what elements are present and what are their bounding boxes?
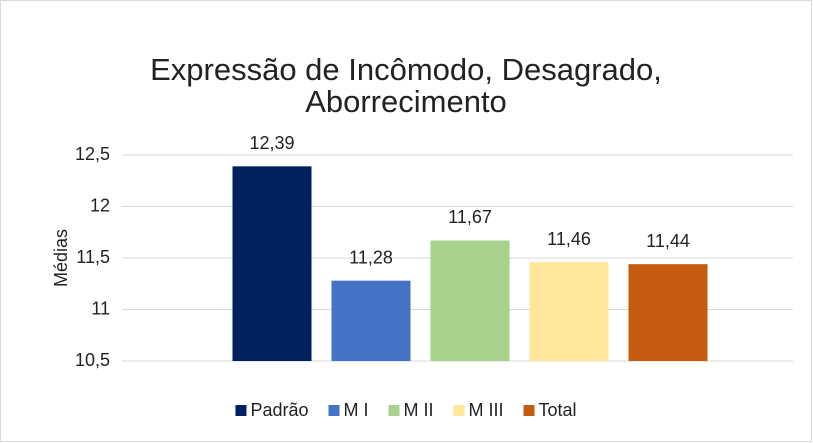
chart-title: Aborrecimento <box>305 84 507 119</box>
legend-label: Padrão <box>250 400 308 420</box>
legend-swatch <box>235 405 247 416</box>
data-label: 12,39 <box>249 133 294 153</box>
data-label: 11,28 <box>349 247 393 267</box>
legend-swatch <box>453 405 465 416</box>
y-tick-label: 10,5 <box>75 350 110 370</box>
bar <box>430 240 510 361</box>
legend-swatch <box>523 405 535 416</box>
data-label: 11,44 <box>646 231 690 251</box>
legend-label: M II <box>404 400 434 420</box>
legend-swatch <box>328 405 340 416</box>
bar <box>232 166 312 361</box>
bar <box>529 262 609 361</box>
legend-label: Total <box>539 400 577 420</box>
y-tick-label: 11 <box>91 298 110 318</box>
y-axis-label: Médias <box>51 229 71 287</box>
chart-title: Expressão de Incômodo, Desagrado, <box>150 52 662 87</box>
bar <box>331 280 411 361</box>
y-tick-label: 11,5 <box>76 247 110 267</box>
bar <box>628 264 708 361</box>
data-label: 11,46 <box>547 229 591 249</box>
legend-label: M III <box>469 400 504 420</box>
y-tick-label: 12,5 <box>75 144 110 164</box>
legend-label: M I <box>344 400 369 420</box>
data-label: 11,67 <box>448 207 492 227</box>
y-tick-label: 12 <box>90 195 110 215</box>
legend-swatch <box>388 405 400 416</box>
